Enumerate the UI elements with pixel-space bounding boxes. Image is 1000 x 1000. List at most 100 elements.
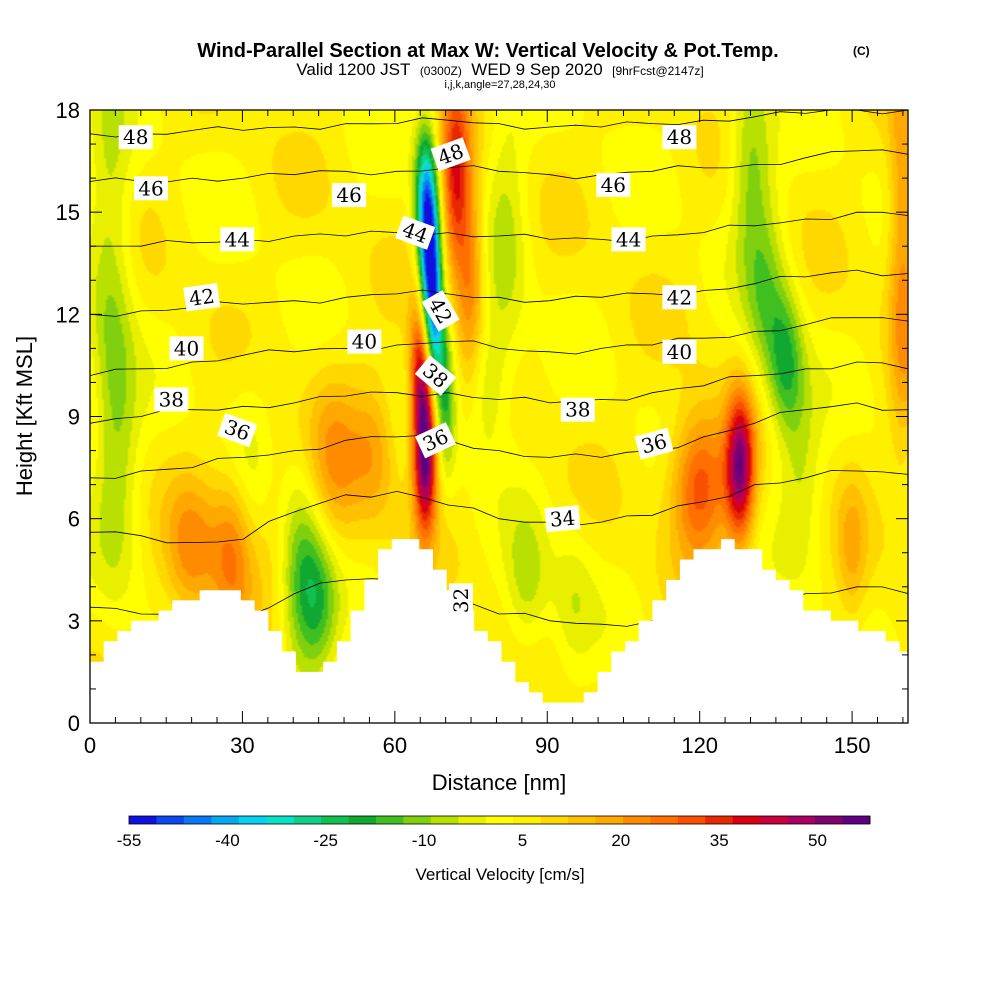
plot-area: 4846444240383646404844423836383432484644… <box>89 109 909 724</box>
contour-label: 44 <box>611 227 646 252</box>
colorbar-swatch <box>842 816 871 824</box>
theta-contour-line <box>90 110 908 138</box>
contour-label-text: 42 <box>188 284 217 311</box>
colorbar-tick-label: -25 <box>313 831 338 850</box>
contour-label-text: 48 <box>667 125 692 149</box>
colorbar-swatch <box>732 816 761 824</box>
colorbar-swatch <box>513 816 542 824</box>
chart-indices: i,j,k,angle=27,28,24,30 <box>444 79 555 91</box>
x-tick-label: 90 <box>535 733 559 758</box>
colorbar-swatch <box>321 816 349 824</box>
subtitle-utc: (0300Z) <box>420 64 462 78</box>
chart-titles: Wind-Parallel Section at Max W: Vertical… <box>197 40 869 91</box>
contour-label: 32 <box>448 583 473 618</box>
colorbar-swatch <box>211 816 240 824</box>
contour-label-text: 40 <box>352 330 377 354</box>
contour-label: 48 <box>118 125 153 150</box>
contour-label: 38 <box>560 397 595 422</box>
theta-contour-line <box>90 470 908 544</box>
colorbar-swatch <box>485 816 514 824</box>
colorbar: -55 -40 -25 -10 5 20 35 50 <box>117 815 871 850</box>
contour-label: 34 <box>544 505 581 533</box>
contour-label: 44 <box>220 227 255 252</box>
x-tick-label: 0 <box>84 733 96 758</box>
chart-subtitle: Valid 1200 JST (0300Z) WED 9 Sep 2020 [9… <box>296 60 703 79</box>
contour-label: 46 <box>332 183 367 208</box>
colorbar-tick-label: -10 <box>412 831 437 850</box>
contour-label-text: 46 <box>138 176 163 200</box>
contour-label-text: 46 <box>601 173 626 197</box>
contour-label: 48 <box>662 125 697 150</box>
x-tick-label: 60 <box>383 733 407 758</box>
contour-label-text: 34 <box>549 506 576 532</box>
x-tick-label: 150 <box>834 733 871 758</box>
contour-label: 42 <box>662 285 697 310</box>
colorbar-swatch <box>760 816 789 824</box>
y-tick-label: 0 <box>68 711 80 736</box>
subtitle-date: WED 9 Sep 2020 <box>471 60 602 79</box>
colorbar-swatch <box>595 816 624 824</box>
contour-labels: 4846444240383646404844423836383432484644… <box>118 125 697 618</box>
colorbar-swatch <box>293 816 322 824</box>
chart-title: Wind-Parallel Section at Max W: Vertical… <box>197 40 778 62</box>
contour-label-text: 38 <box>159 388 184 412</box>
contour-label: 38 <box>154 387 189 412</box>
contour-label: 46 <box>596 172 631 197</box>
terrain-mask <box>90 539 908 723</box>
theta-contour-line <box>90 361 908 424</box>
y-tick-label: 6 <box>68 507 80 532</box>
theta-contour-line <box>90 269 908 317</box>
x-tick-label: 30 <box>230 733 254 758</box>
subtitle-valid: Valid 1200 JST <box>296 60 410 79</box>
colorbar-swatch <box>787 816 816 824</box>
colorbar-tick-label: 5 <box>518 831 527 850</box>
colorbar-swatch <box>183 816 212 824</box>
subtitle-forecast: [9hrFcst@2147z] <box>612 64 704 78</box>
colorbar-swatch <box>458 816 487 824</box>
y-tick-label: 18 <box>56 98 80 123</box>
colorbar-swatch <box>156 816 185 824</box>
colorbar-frame <box>128 815 871 825</box>
contour-label-text: 40 <box>667 340 692 364</box>
colorbar-swatch <box>430 816 459 824</box>
colorbar-swatch <box>623 816 651 824</box>
contour-label: 42 <box>183 283 221 312</box>
colorbar-swatch <box>540 816 569 824</box>
colorbar-swatch <box>705 816 734 824</box>
contour-label: 40 <box>169 336 204 361</box>
x-tick-label: 120 <box>681 733 718 758</box>
y-axis-label: Height [Kft MSL] <box>12 336 37 496</box>
contour-label-text: 38 <box>565 398 590 422</box>
theta-contour-line <box>90 317 908 376</box>
colorbar-swatch <box>403 816 432 824</box>
y-tick-label: 9 <box>68 405 80 430</box>
y-tick-label: 3 <box>68 609 80 634</box>
colorbar-tick-label: -55 <box>117 831 142 850</box>
x-axis-label: Distance [nm] <box>432 770 567 795</box>
contour-label-text: 32 <box>449 588 473 613</box>
colorbar-tick-label: -40 <box>215 831 240 850</box>
contour-label: 36 <box>634 427 674 460</box>
contour-label-text: 48 <box>123 125 148 149</box>
colorbar-swatch <box>238 816 267 824</box>
colorbar-swatch <box>677 816 706 824</box>
colorbar-tick-label: 20 <box>611 831 630 850</box>
chart-title-mark: (C) <box>853 44 870 58</box>
theta-contour-line <box>90 149 908 183</box>
colorbar-label: Vertical Velocity [cm/s] <box>415 865 584 884</box>
y-tick-label: 15 <box>56 200 80 225</box>
contour-label: 40 <box>347 329 382 354</box>
contour-label-text: 44 <box>616 227 641 251</box>
contour-label-text: 42 <box>667 285 692 309</box>
colorbar-swatch <box>376 816 404 824</box>
colorbar-tick-label: 35 <box>710 831 729 850</box>
colorbar-swatch <box>568 816 596 824</box>
colorbar-swatch <box>348 816 377 824</box>
contour-label-text: 44 <box>225 227 250 251</box>
contour-label-text: 46 <box>336 183 361 207</box>
contour-label-text: 40 <box>174 336 199 360</box>
colorbar-tick-label: 50 <box>808 831 827 850</box>
theta-contour-line <box>90 402 908 479</box>
contour-label: 46 <box>134 176 168 201</box>
